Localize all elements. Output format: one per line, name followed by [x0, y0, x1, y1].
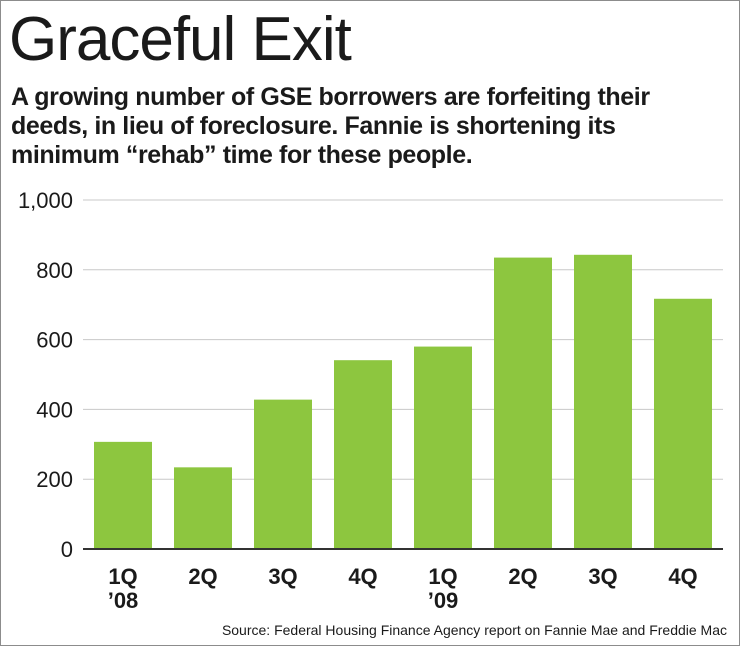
x-tick-label-line: 2Q	[508, 564, 537, 589]
y-tick-labels: 0 200 400 600 800 1,000	[18, 188, 73, 562]
x-tick-label-line: 1Q	[108, 564, 137, 589]
y-tick-label: 0	[61, 537, 73, 562]
x-tick-label: 2Q	[508, 564, 537, 589]
y-tick-label: 600	[36, 328, 73, 353]
x-tick-label-line: 3Q	[268, 564, 297, 589]
x-tick-label-line: ’08	[108, 588, 139, 613]
bar	[174, 467, 232, 549]
x-tick-label: 4Q	[348, 564, 377, 589]
x-tick-label-line: ’09	[428, 588, 459, 613]
x-tick-label: 2Q	[188, 564, 217, 589]
y-tick-label: 200	[36, 467, 73, 492]
source-note: Source: Federal Housing Finance Agency r…	[221, 622, 727, 638]
x-tick-label: 4Q	[668, 564, 697, 589]
x-tick-label: 1Q ’08	[108, 564, 139, 613]
y-tick-label: 400	[36, 397, 73, 422]
x-tick-label-line: 4Q	[668, 564, 697, 589]
x-tick-label: 1Q ’09	[428, 564, 459, 613]
x-tick-label-line: 2Q	[188, 564, 217, 589]
y-tick-label: 1,000	[18, 188, 73, 213]
bar	[574, 254, 632, 549]
x-tick-label: 3Q	[268, 564, 297, 589]
bar	[334, 360, 392, 549]
chart-subtitle: A growing number of GSE borrowers are fo…	[11, 83, 650, 169]
bar	[414, 346, 472, 549]
bars	[94, 254, 712, 549]
x-tick-label-line: 4Q	[348, 564, 377, 589]
bar	[254, 399, 312, 549]
x-tick-label: 3Q	[588, 564, 617, 589]
x-tick-label-line: 3Q	[588, 564, 617, 589]
y-tick-label: 800	[36, 258, 73, 283]
chart-title: Graceful Exit	[9, 5, 352, 74]
bar	[494, 257, 552, 549]
x-tick-label-line: 1Q	[428, 564, 457, 589]
bar	[94, 441, 152, 549]
bar	[654, 298, 712, 549]
